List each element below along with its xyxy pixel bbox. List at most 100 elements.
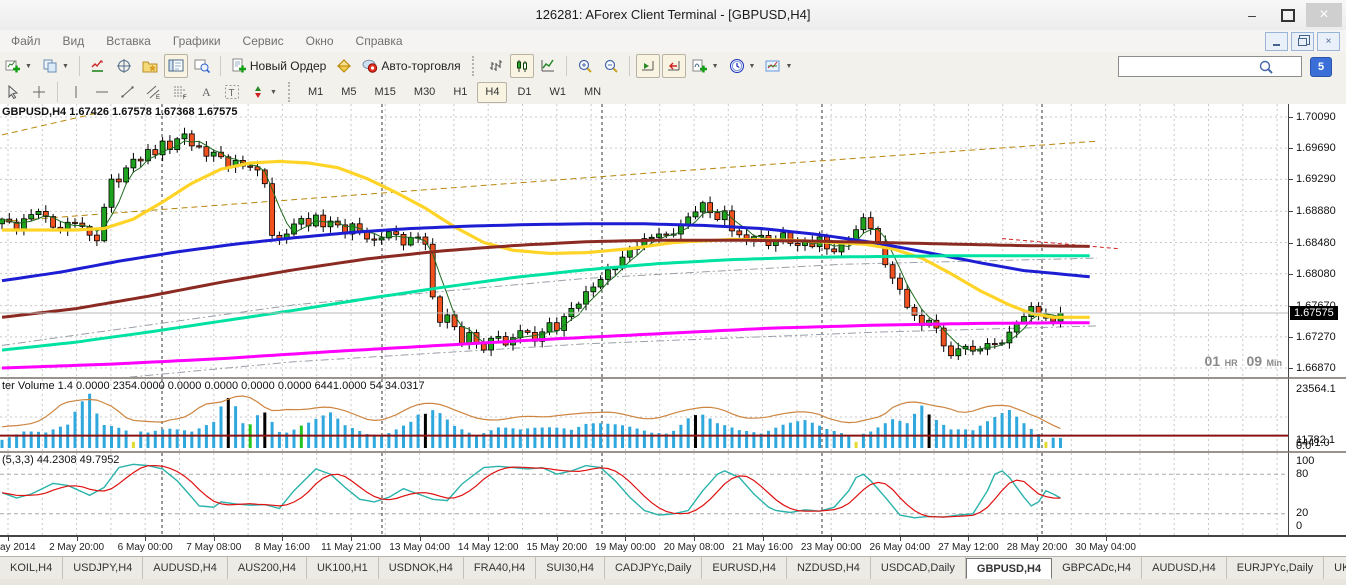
text-tool-button[interactable]: A bbox=[194, 81, 218, 103]
menu-item-charts[interactable]: Графики bbox=[172, 34, 221, 48]
stochastic-indicator-label: (5,3,3) 44.2308 49.7952 bbox=[2, 454, 120, 466]
chart-tab-koil-h4[interactable]: KOIL,H4 bbox=[0, 557, 64, 579]
chevron-down-icon[interactable]: ▼ bbox=[748, 62, 756, 70]
data-window-button[interactable] bbox=[112, 54, 136, 78]
stochastic-axis[interactable]: 100 80 20 0 bbox=[1288, 453, 1346, 536]
svg-text:F: F bbox=[183, 95, 187, 100]
notification-badge[interactable]: 5 bbox=[1310, 57, 1332, 77]
toolbar-separator bbox=[565, 56, 567, 76]
bars-icon bbox=[488, 58, 504, 74]
chart-tab-sui30-h4[interactable]: SUI30,H4 bbox=[536, 557, 605, 579]
chart-tab-uk100-h1[interactable]: UK100,H1 bbox=[307, 557, 379, 579]
chart-shift-button[interactable] bbox=[661, 54, 686, 78]
chevron-down-icon[interactable]: ▼ bbox=[711, 62, 719, 70]
price-tick-mark bbox=[1289, 148, 1293, 150]
window-close-button[interactable]: × bbox=[1306, 3, 1342, 27]
chart-tab-audusd-h4[interactable]: AUDUSD,H4 bbox=[143, 557, 228, 579]
volume-axis[interactable]: 23564.1 11782.1 6441.0 0.0 bbox=[1288, 379, 1346, 453]
toolbar-grip[interactable] bbox=[471, 56, 477, 76]
volume-ma-curve bbox=[1, 395, 1061, 430]
menu-item-window[interactable]: Окно bbox=[305, 34, 334, 48]
chevron-down-icon[interactable]: ▼ bbox=[270, 88, 277, 96]
text-label-tool-button[interactable]: T bbox=[220, 81, 244, 103]
window-maximize-button[interactable] bbox=[1270, 3, 1306, 27]
chevron-down-icon[interactable]: ▼ bbox=[61, 62, 69, 70]
fibonacci-tool-button[interactable]: F bbox=[168, 81, 192, 103]
window-minimize-button[interactable]: – bbox=[1234, 3, 1270, 27]
cursor-tool-button[interactable] bbox=[1, 81, 25, 103]
bars-chart-button[interactable] bbox=[484, 54, 508, 78]
market-watch-button[interactable] bbox=[86, 54, 110, 78]
autotrade-button[interactable]: Авто-торговля bbox=[358, 54, 464, 78]
chart-tab-audusd-h4[interactable]: AUDUSD,H4 bbox=[1142, 557, 1227, 579]
price-axis[interactable]: 1.70090 1.69690 1.69290 1.68880 1.68480 1.680… bbox=[1288, 104, 1346, 379]
chart-tab-cadjpyc-daily[interactable]: CADJPYc,Daily bbox=[605, 557, 703, 579]
zoom-in-button[interactable] bbox=[573, 54, 597, 78]
timeframe-w1-button[interactable]: W1 bbox=[549, 86, 567, 98]
timeframe-mn-button[interactable]: MN bbox=[584, 86, 602, 98]
ma-magenta bbox=[1, 321, 1090, 370]
chart-tab-nzdusd-h4[interactable]: NZDUSD,H4 bbox=[787, 557, 871, 579]
chart-tab-gbpusd-h4[interactable]: GBPUSD,H4 bbox=[965, 558, 1053, 579]
chart-close-button[interactable]: × bbox=[1317, 32, 1340, 51]
price-tick-mark bbox=[1289, 179, 1293, 181]
zoom-out-button[interactable] bbox=[599, 54, 623, 78]
chart-tab-usdnok-h4[interactable]: USDNOK,H4 bbox=[379, 557, 464, 579]
chart-tab-uk100-h[interactable]: UK100,H bbox=[1324, 557, 1346, 579]
chart-tab-usdjpy-h4[interactable]: USDJPY,H4 bbox=[63, 557, 144, 579]
chart-tab-eurjpyc-daily[interactable]: EURJPYc,Daily bbox=[1227, 557, 1325, 579]
chevron-down-icon[interactable]: ▼ bbox=[25, 62, 32, 70]
trendline-tool-button[interactable] bbox=[116, 81, 140, 103]
menu-item-insert[interactable]: Вставка bbox=[106, 34, 151, 48]
date-label: 27 May 12:00 bbox=[938, 542, 999, 553]
toolbar-grip[interactable] bbox=[287, 82, 293, 102]
volume-indicator-panel[interactable]: ter Volume 1.4 0.0000 2354.0000 0.0000 0… bbox=[0, 379, 1288, 453]
date-axis[interactable]: ay 2014 2 May 20:00 6 May 00:00 7 May 08:00… bbox=[0, 536, 1346, 557]
indicators-button[interactable]: ▼ bbox=[688, 54, 723, 78]
profiles-button[interactable]: ▼ bbox=[38, 54, 73, 78]
price-tick-mark bbox=[1289, 211, 1293, 213]
stochastic-indicator-panel[interactable]: (5,3,3) 44.2308 49.7952 bbox=[0, 453, 1288, 536]
candles-chart-button[interactable] bbox=[509, 54, 534, 78]
equidistant-channel-tool-button[interactable]: E bbox=[142, 81, 166, 103]
timeframe-h4-button[interactable]: H4 bbox=[477, 81, 508, 103]
new-chart-button[interactable]: ▼ bbox=[1, 54, 36, 78]
date-tick-mark bbox=[419, 537, 421, 541]
menu-item-view[interactable]: Вид bbox=[62, 34, 85, 48]
title-bar[interactable]: 126281: AForex Client Terminal - [GBPUSD… bbox=[0, 0, 1346, 31]
chart-tab-fra40-h4[interactable]: FRA40,H4 bbox=[464, 557, 537, 579]
timeframe-h1-button[interactable]: H1 bbox=[453, 86, 468, 98]
periods-button[interactable]: ▼ bbox=[725, 54, 760, 78]
search-icon[interactable] bbox=[1258, 59, 1274, 80]
search-input[interactable] bbox=[1118, 56, 1302, 77]
arrows-tool-button[interactable]: ▼ bbox=[246, 81, 281, 103]
metaeditor-button[interactable] bbox=[332, 54, 356, 78]
chart-tab-eurusd-h4[interactable]: EURUSD,H4 bbox=[702, 557, 787, 579]
horizontal-line-tool-button[interactable] bbox=[90, 81, 114, 103]
timeframe-m1-button[interactable]: M1 bbox=[307, 86, 324, 98]
vertical-line-tool-button[interactable] bbox=[64, 81, 88, 103]
autoscroll-button[interactable] bbox=[635, 54, 660, 78]
menu-item-file[interactable]: Файл bbox=[11, 34, 41, 48]
chevron-down-icon[interactable]: ▼ bbox=[785, 62, 793, 70]
timeframe-m30-button[interactable]: M30 bbox=[413, 86, 436, 98]
terminal-button[interactable] bbox=[163, 54, 188, 78]
timeframe-d1-button[interactable]: D1 bbox=[517, 86, 532, 98]
timeframe-m15-button[interactable]: M15 bbox=[374, 86, 396, 98]
crosshair-tool-button[interactable] bbox=[27, 81, 51, 103]
line-chart-button[interactable] bbox=[536, 54, 560, 78]
main-chart-panel[interactable]: GBPUSD,H4 1.67426 1.67578 1.67368 1.6757… bbox=[0, 104, 1288, 379]
templates-button[interactable]: ▼ bbox=[761, 54, 796, 78]
strategy-tester-button[interactable] bbox=[190, 54, 214, 78]
timeframe-m5-button[interactable]: M5 bbox=[341, 86, 357, 98]
stoch-axis-label: 100 bbox=[1296, 455, 1315, 467]
menu-item-service[interactable]: Сервис bbox=[242, 34, 284, 48]
chart-tab-usdcad-daily[interactable]: USDCAD,Daily bbox=[871, 557, 966, 579]
chart-tab-aus200-h4[interactable]: AUS200,H4 bbox=[228, 557, 307, 579]
chart-tab-gbpcadc-h4[interactable]: GBPCADc,H4 bbox=[1052, 557, 1143, 579]
chart-restore-button[interactable] bbox=[1291, 32, 1314, 51]
new-order-button[interactable]: Новый Ордер bbox=[227, 54, 330, 78]
chart-minimize-button[interactable] bbox=[1265, 32, 1288, 51]
menu-item-help[interactable]: Справка bbox=[355, 34, 403, 48]
navigator-button[interactable] bbox=[138, 54, 162, 78]
